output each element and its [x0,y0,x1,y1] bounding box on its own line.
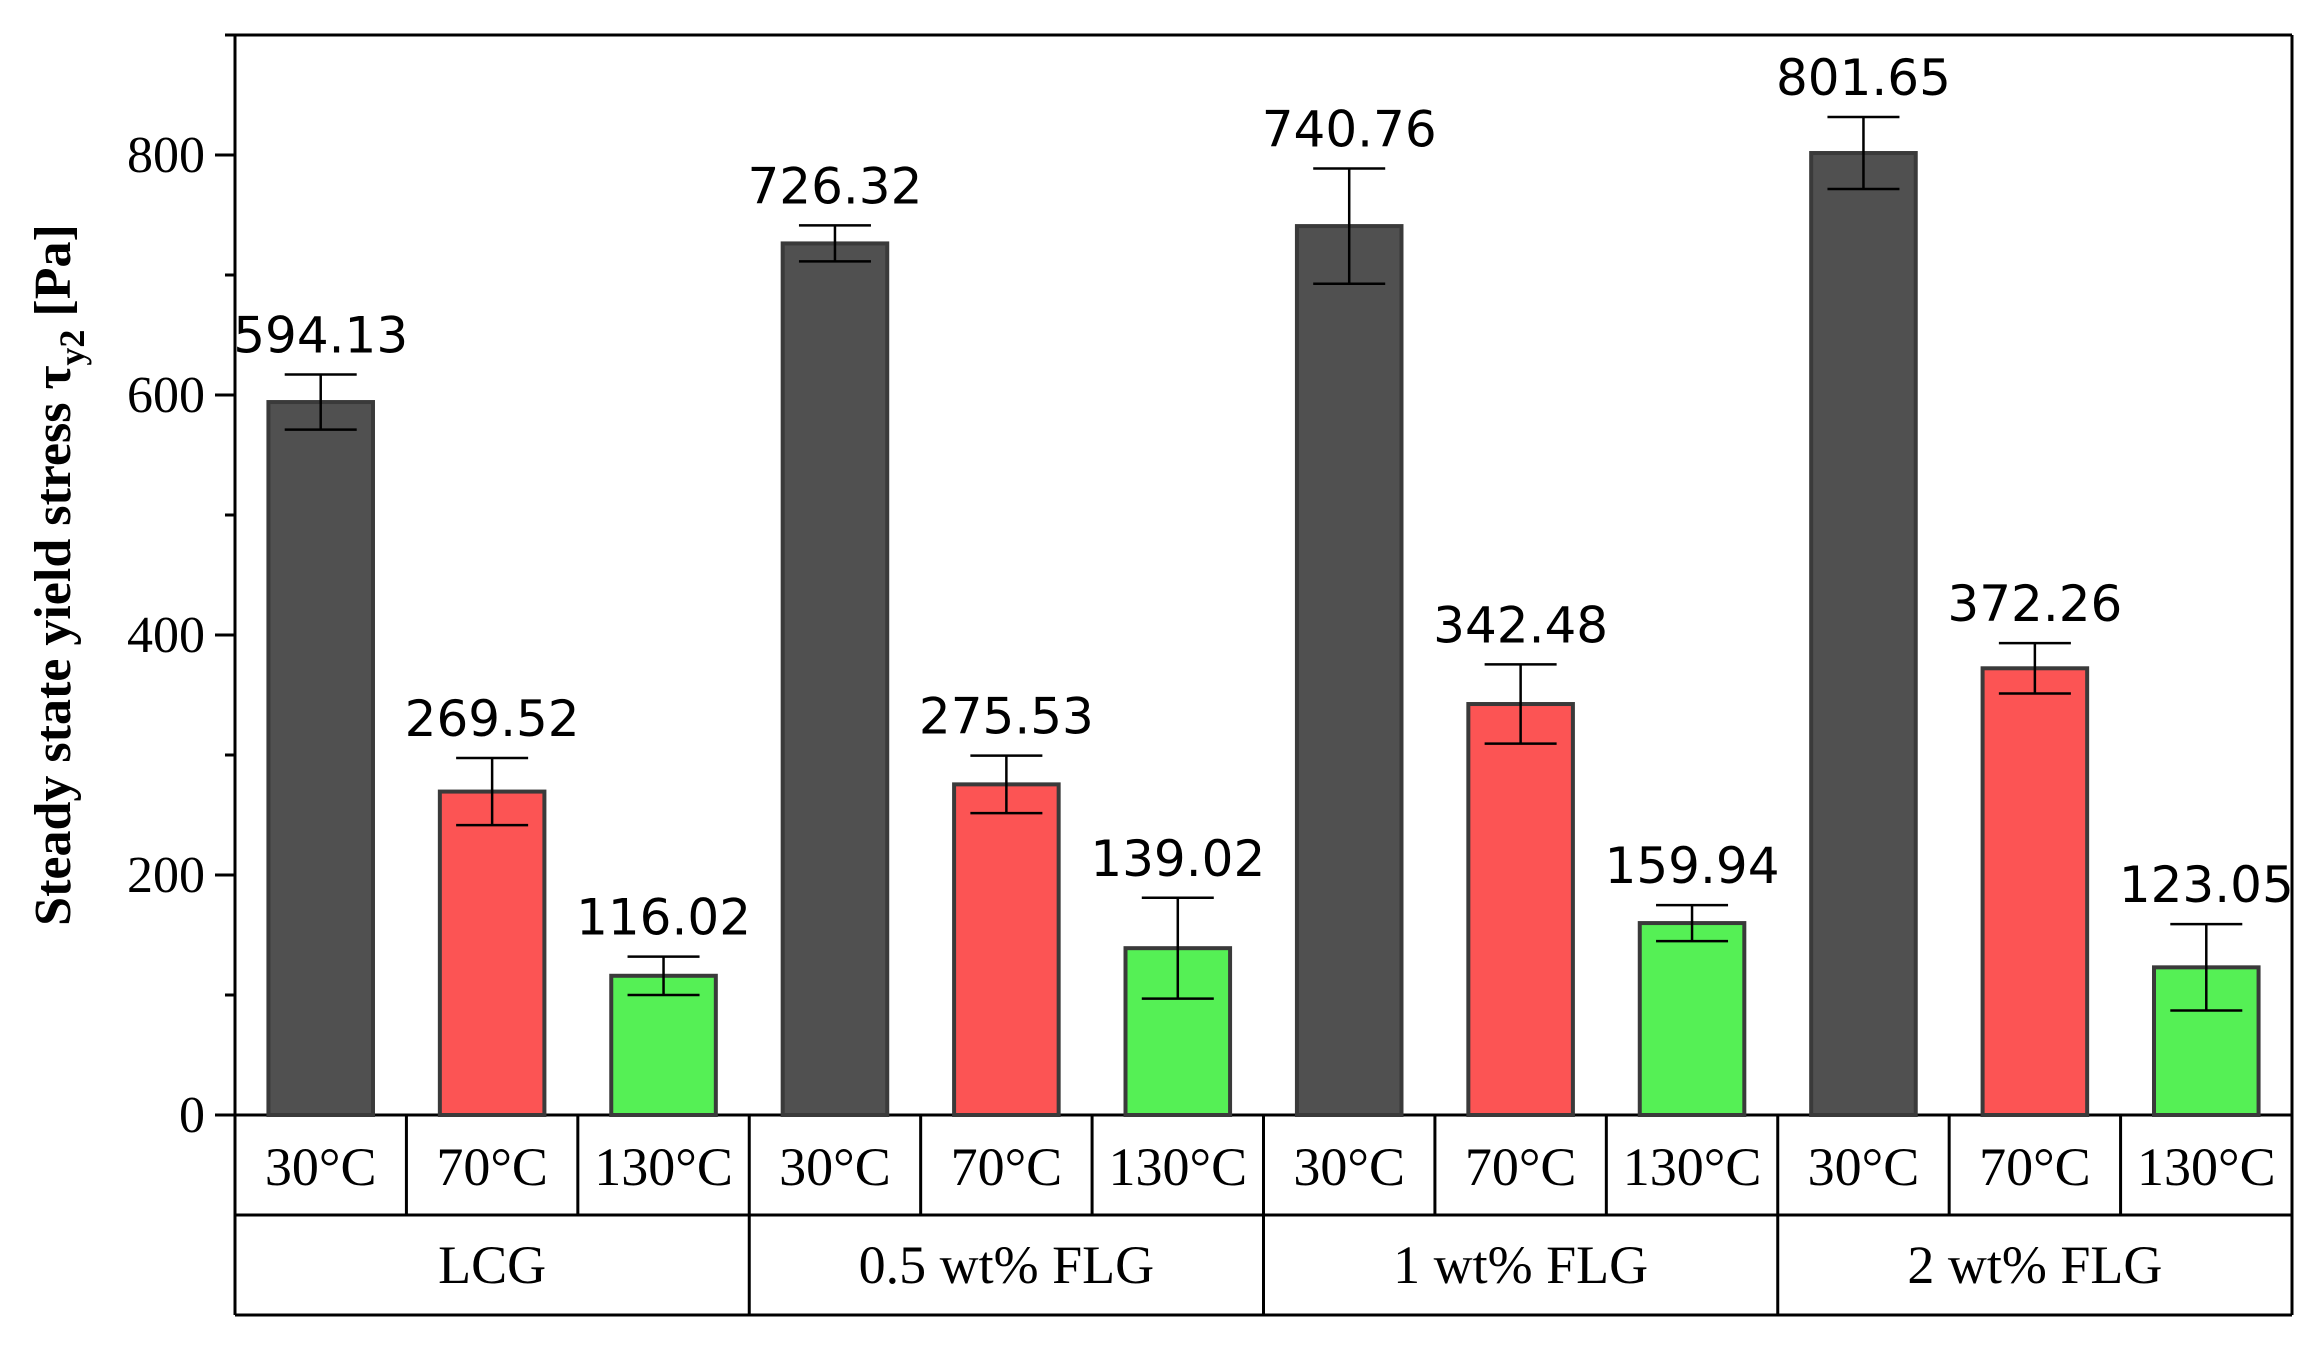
bar [1637,921,1747,1118]
data-label: 740.76 [1262,100,1437,158]
data-label: 116.02 [576,889,751,947]
bar [1980,666,2090,1118]
group-label: LCG [438,1235,546,1295]
bars: 594.13 269.52 116.02 726.32 275.53 139.02 740.… [233,49,2294,1118]
bar [1809,151,1918,1117]
data-label: 275.53 [919,688,1094,746]
group-label: 1 wt% FLG [1393,1235,1648,1295]
temperature-label: 70°C [1465,1137,1577,1197]
data-label: 372.26 [1947,575,2122,633]
bar [1294,224,1404,1117]
data-label: 801.65 [1776,49,1951,107]
temperature-label: 30°C [265,1137,377,1197]
group-label: 2 wt% FLG [1907,1235,2162,1295]
bar [609,973,718,1117]
bar [780,241,890,1117]
y-tick-label: 400 [127,607,205,664]
temperature-label: 30°C [1808,1137,1920,1197]
bar [1466,702,1575,1117]
axes: 0 200 400 600 800 [127,33,2294,1315]
data-label: 159.94 [1605,837,1780,895]
data-label: 269.52 [405,690,580,748]
y-axis-label-symbol: τ [25,366,82,390]
data-label: 342.48 [1433,596,1608,654]
y-axis-label-unit: [Pa] [25,224,82,329]
bar [952,782,1061,1117]
category-table: LCG 30°C 70°C 130°C 0.5 wt% FLG 30°C 70°C 130°C… [235,1115,2292,1317]
bar [266,400,375,1117]
y-tick-label: 800 [127,127,205,184]
data-label: 123.05 [2119,856,2294,914]
temperature-label: 70°C [436,1137,548,1197]
temperature-label: 130°C [1623,1137,1762,1197]
data-label: 594.13 [233,306,408,364]
y-axis-label: Steady state yield stress τy2 [Pa] [25,224,92,926]
temperature-label: 130°C [1108,1137,1247,1197]
y-axis-label-subscript: y2 [52,330,92,366]
temperature-label: 30°C [1293,1137,1405,1197]
temperature-label: 130°C [594,1137,733,1197]
temperature-label: 70°C [951,1137,1063,1197]
group-label: 0.5 wt% FLG [859,1235,1155,1295]
temperature-label: 30°C [779,1137,891,1197]
y-tick-label: 0 [179,1087,205,1144]
temperature-label: 130°C [2137,1137,2276,1197]
data-label: 139.02 [1090,830,1265,888]
data-label: 726.32 [747,157,922,215]
y-axis-label-main: Steady state yield stress [25,390,82,926]
y-tick-label: 200 [127,847,205,904]
bar [437,789,547,1117]
temperature-label: 70°C [1979,1137,2091,1197]
y-tick-label: 600 [127,367,205,424]
